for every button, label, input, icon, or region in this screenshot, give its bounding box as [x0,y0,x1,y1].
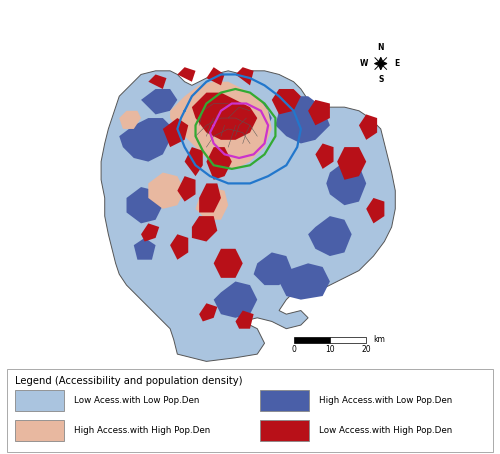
Polygon shape [192,93,258,140]
Circle shape [379,62,382,65]
Text: 20: 20 [362,345,371,354]
Text: 0: 0 [291,345,296,354]
Polygon shape [170,234,188,260]
Text: S: S [378,75,384,84]
Polygon shape [196,187,228,220]
Polygon shape [337,147,366,180]
Polygon shape [272,89,301,114]
Polygon shape [359,114,377,140]
Polygon shape [170,82,272,169]
Text: km: km [374,336,386,345]
Text: High Access.with High Pop.Den: High Access.with High Pop.Den [74,426,210,435]
Text: High Access.with Low Pop.Den: High Access.with Low Pop.Den [318,396,452,405]
Text: E: E [394,59,400,68]
Bar [260,420,309,441]
Polygon shape [192,216,218,242]
Bar [330,337,366,343]
Polygon shape [214,281,258,318]
Polygon shape [214,249,242,278]
Text: N: N [378,43,384,52]
Polygon shape [119,111,141,129]
Polygon shape [326,162,366,205]
Polygon shape [163,118,188,147]
Polygon shape [316,143,334,169]
Bar [294,337,330,343]
Polygon shape [199,303,218,321]
Polygon shape [308,216,352,256]
Text: Low Acess.with Low Pop.Den: Low Acess.with Low Pop.Den [74,396,199,405]
Bar [260,390,309,411]
Polygon shape [148,173,184,209]
Polygon shape [366,198,384,223]
Polygon shape [148,74,166,89]
Text: 10: 10 [325,345,334,354]
Polygon shape [178,176,196,202]
Polygon shape [101,71,396,361]
Polygon shape [178,67,196,82]
Polygon shape [236,67,254,85]
Text: Legend (Accessibility and population density): Legend (Accessibility and population den… [15,376,242,386]
Polygon shape [199,183,221,212]
Polygon shape [119,118,170,162]
Polygon shape [214,96,272,140]
Polygon shape [236,311,254,329]
Polygon shape [308,100,330,125]
Polygon shape [134,238,156,260]
Polygon shape [206,67,224,85]
Polygon shape [184,147,203,176]
Polygon shape [279,263,330,300]
Polygon shape [254,252,294,285]
Polygon shape [141,223,159,242]
Bar [15,420,64,441]
Polygon shape [126,187,163,223]
Text: W: W [360,59,368,68]
Polygon shape [276,96,330,143]
Bar [15,390,64,411]
Polygon shape [206,147,232,180]
Polygon shape [141,89,178,114]
Text: Low Access.with High Pop.Den: Low Access.with High Pop.Den [318,426,452,435]
